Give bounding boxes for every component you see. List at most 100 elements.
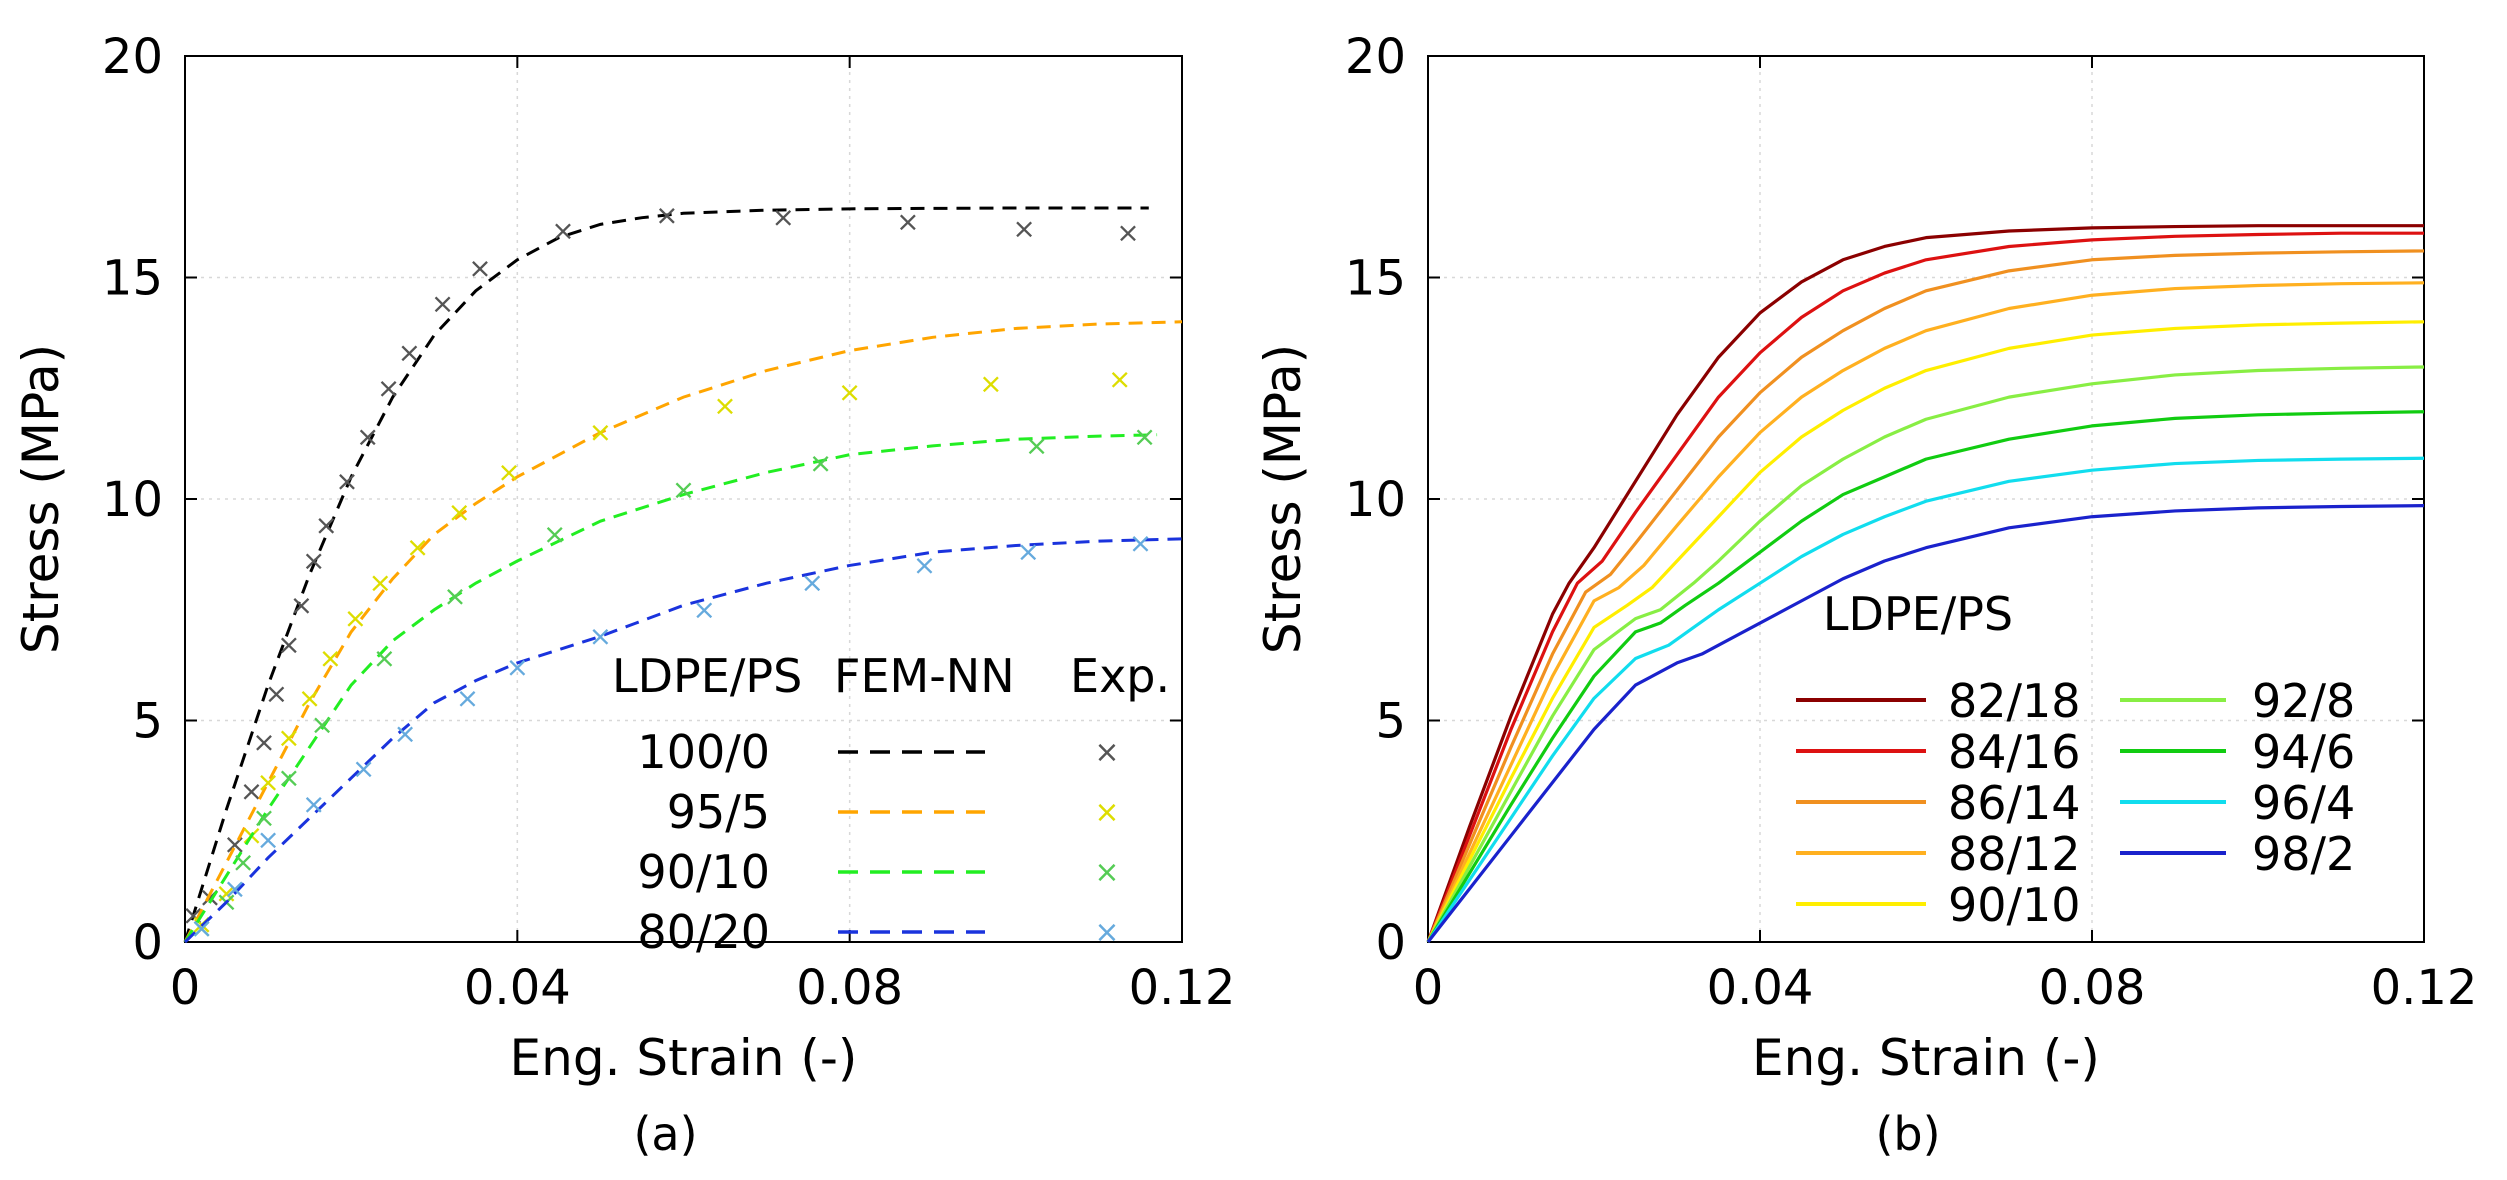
exp-marker-90-10: ×	[809, 447, 832, 480]
series-line-90-10	[1426, 320, 2425, 943]
exp-marker-95-5: ×	[497, 455, 520, 488]
exp-marker-80-20: ×	[223, 872, 246, 905]
exp-marker-100-0: ×	[277, 628, 300, 661]
model-line-100-0	[183, 206, 1149, 943]
x-tick-label: 0.04	[464, 960, 571, 1016]
legend-label-100-0: 100/0	[637, 725, 770, 779]
y-tick-label: 20	[1345, 29, 1406, 85]
legend-label-82-18: 82/18	[1948, 674, 2081, 728]
legend-label-96-4: 96/4	[2252, 776, 2355, 830]
exp-marker-100-0: ×	[252, 726, 275, 759]
legend-label-92-8: 92/8	[2252, 674, 2355, 728]
exp-marker-80-20: ×	[693, 593, 716, 626]
exp-marker-100-0: ×	[265, 677, 288, 710]
exp-marker-80-20: ×	[352, 752, 375, 785]
series-line-96-4	[1426, 456, 2425, 943]
legend-header-exp: Exp.	[1070, 649, 1170, 703]
exp-marker-95-5: ×	[447, 495, 470, 528]
legend-marker-95-5: ×	[1094, 795, 1119, 830]
exp-marker-90-10: ×	[231, 845, 254, 878]
exp-marker-100-0: ×	[431, 287, 454, 320]
exp-marker-95-5: ×	[256, 766, 279, 799]
legend-marker-90-10: ×	[1094, 855, 1119, 890]
exp-marker-90-10: ×	[1025, 429, 1048, 462]
exp-marker-80-20: ×	[1129, 526, 1152, 559]
exp-marker-100-0: ×	[240, 774, 263, 807]
exp-marker-80-20: ×	[393, 717, 416, 750]
exp-marker-100-0: ×	[896, 205, 919, 238]
series-line-82-18	[1426, 224, 2424, 943]
exp-marker-100-0: ×	[182, 898, 205, 931]
exp-marker-90-10: ×	[310, 708, 333, 741]
x-tick-label: 0.12	[1129, 960, 1236, 1016]
exp-marker-90-10: ×	[672, 473, 695, 506]
exp-marker-100-0: ×	[1116, 216, 1139, 249]
exp-marker-90-10: ×	[373, 641, 396, 674]
exp-marker-80-20: ×	[302, 788, 325, 821]
exp-marker-80-20: ×	[1017, 535, 1040, 568]
exp-marker-95-5: ×	[190, 907, 213, 940]
x-tick-label: 0	[170, 960, 201, 1016]
exp-marker-95-5: ×	[277, 721, 300, 754]
exp-marker-100-0: ×	[551, 214, 574, 247]
exp-marker-90-10: ×	[543, 517, 566, 550]
x-tick-label: 0.08	[2039, 960, 2146, 1016]
exp-marker-95-5: ×	[215, 876, 238, 909]
y-tick-label: 0	[132, 915, 163, 971]
series-line-98-2	[1426, 504, 2425, 943]
series-line-86-14	[1426, 249, 2425, 943]
exp-marker-100-0: ×	[315, 509, 338, 542]
x-tick-label: 0	[1413, 960, 1444, 1016]
exp-marker-80-20: ×	[190, 912, 213, 945]
exp-marker-100-0: ×	[655, 198, 678, 231]
y-tick-label: 20	[102, 29, 163, 85]
exp-marker-95-5: ×	[319, 641, 342, 674]
legend-label-84-16: 84/16	[1948, 725, 2081, 779]
model-line-90-10	[183, 433, 1158, 943]
exp-marker-95-5: ×	[369, 566, 392, 599]
exp-marker-95-5: ×	[838, 376, 861, 409]
legend-label-94-6: 94/6	[2252, 725, 2355, 779]
exp-marker-100-0: ×	[771, 201, 794, 234]
x-tick-label: 0.12	[2371, 960, 2478, 1016]
exp-marker-95-5: ×	[298, 681, 321, 714]
y-axis-label: Stress (MPa)	[12, 344, 70, 654]
exp-marker-95-5: ×	[1108, 362, 1131, 395]
x-axis-label: Eng. Strain (-)	[510, 1029, 858, 1087]
exp-marker-100-0: ×	[468, 252, 491, 285]
y-axis-label: Stress (MPa)	[1254, 344, 1312, 654]
exp-marker-100-0: ×	[335, 464, 358, 497]
exp-marker-80-20: ×	[256, 823, 279, 856]
legend-header-model: FEM-NN	[834, 649, 1015, 703]
exp-marker-90-10: ×	[1133, 420, 1156, 453]
exp-marker-95-5: ×	[406, 531, 429, 564]
series-line-94-6	[1426, 410, 2425, 943]
legend-title: LDPE/PS	[1823, 587, 2013, 641]
exp-marker-80-20: ×	[456, 681, 479, 714]
legend-label-80-20: 80/20	[637, 905, 770, 959]
exp-marker-90-10: ×	[277, 761, 300, 794]
panel-b-stress-strain-chart: 0 0.04 0.08 0.12 0 5 10 15 20 Eng. Strain (-) Stre…	[1254, 29, 2477, 1161]
exp-marker-80-20: ×	[589, 619, 612, 652]
y-tick-label: 10	[102, 472, 163, 528]
x-tick-label: 0.04	[1707, 960, 1814, 1016]
legend-marker-80-20: ×	[1094, 915, 1119, 950]
y-tick-label: 5	[132, 694, 163, 750]
y-tick-label: 10	[1345, 472, 1406, 528]
series-line-88-12	[1426, 281, 2425, 943]
exp-marker-95-5: ×	[344, 602, 367, 635]
panel-caption: (a)	[633, 1107, 697, 1161]
legend-marker-100-0: ×	[1094, 735, 1119, 770]
x-axis-label: Eng. Strain (-)	[1752, 1029, 2100, 1087]
exp-marker-80-20: ×	[801, 566, 824, 599]
legend-label-98-2: 98/2	[2252, 827, 2355, 881]
legend-label-90-10: 90/10	[637, 845, 770, 899]
exp-marker-90-10: ×	[252, 801, 275, 834]
y-tick-label: 15	[1345, 251, 1406, 307]
legend-header-group: LDPE/PS	[612, 649, 802, 703]
y-tick-label: 15	[102, 251, 163, 307]
exp-marker-100-0: ×	[302, 544, 325, 577]
series-line-84-16	[1426, 231, 2424, 943]
legend-label-88-12: 88/12	[1948, 827, 2081, 881]
exp-marker-95-5: ×	[979, 367, 1002, 400]
